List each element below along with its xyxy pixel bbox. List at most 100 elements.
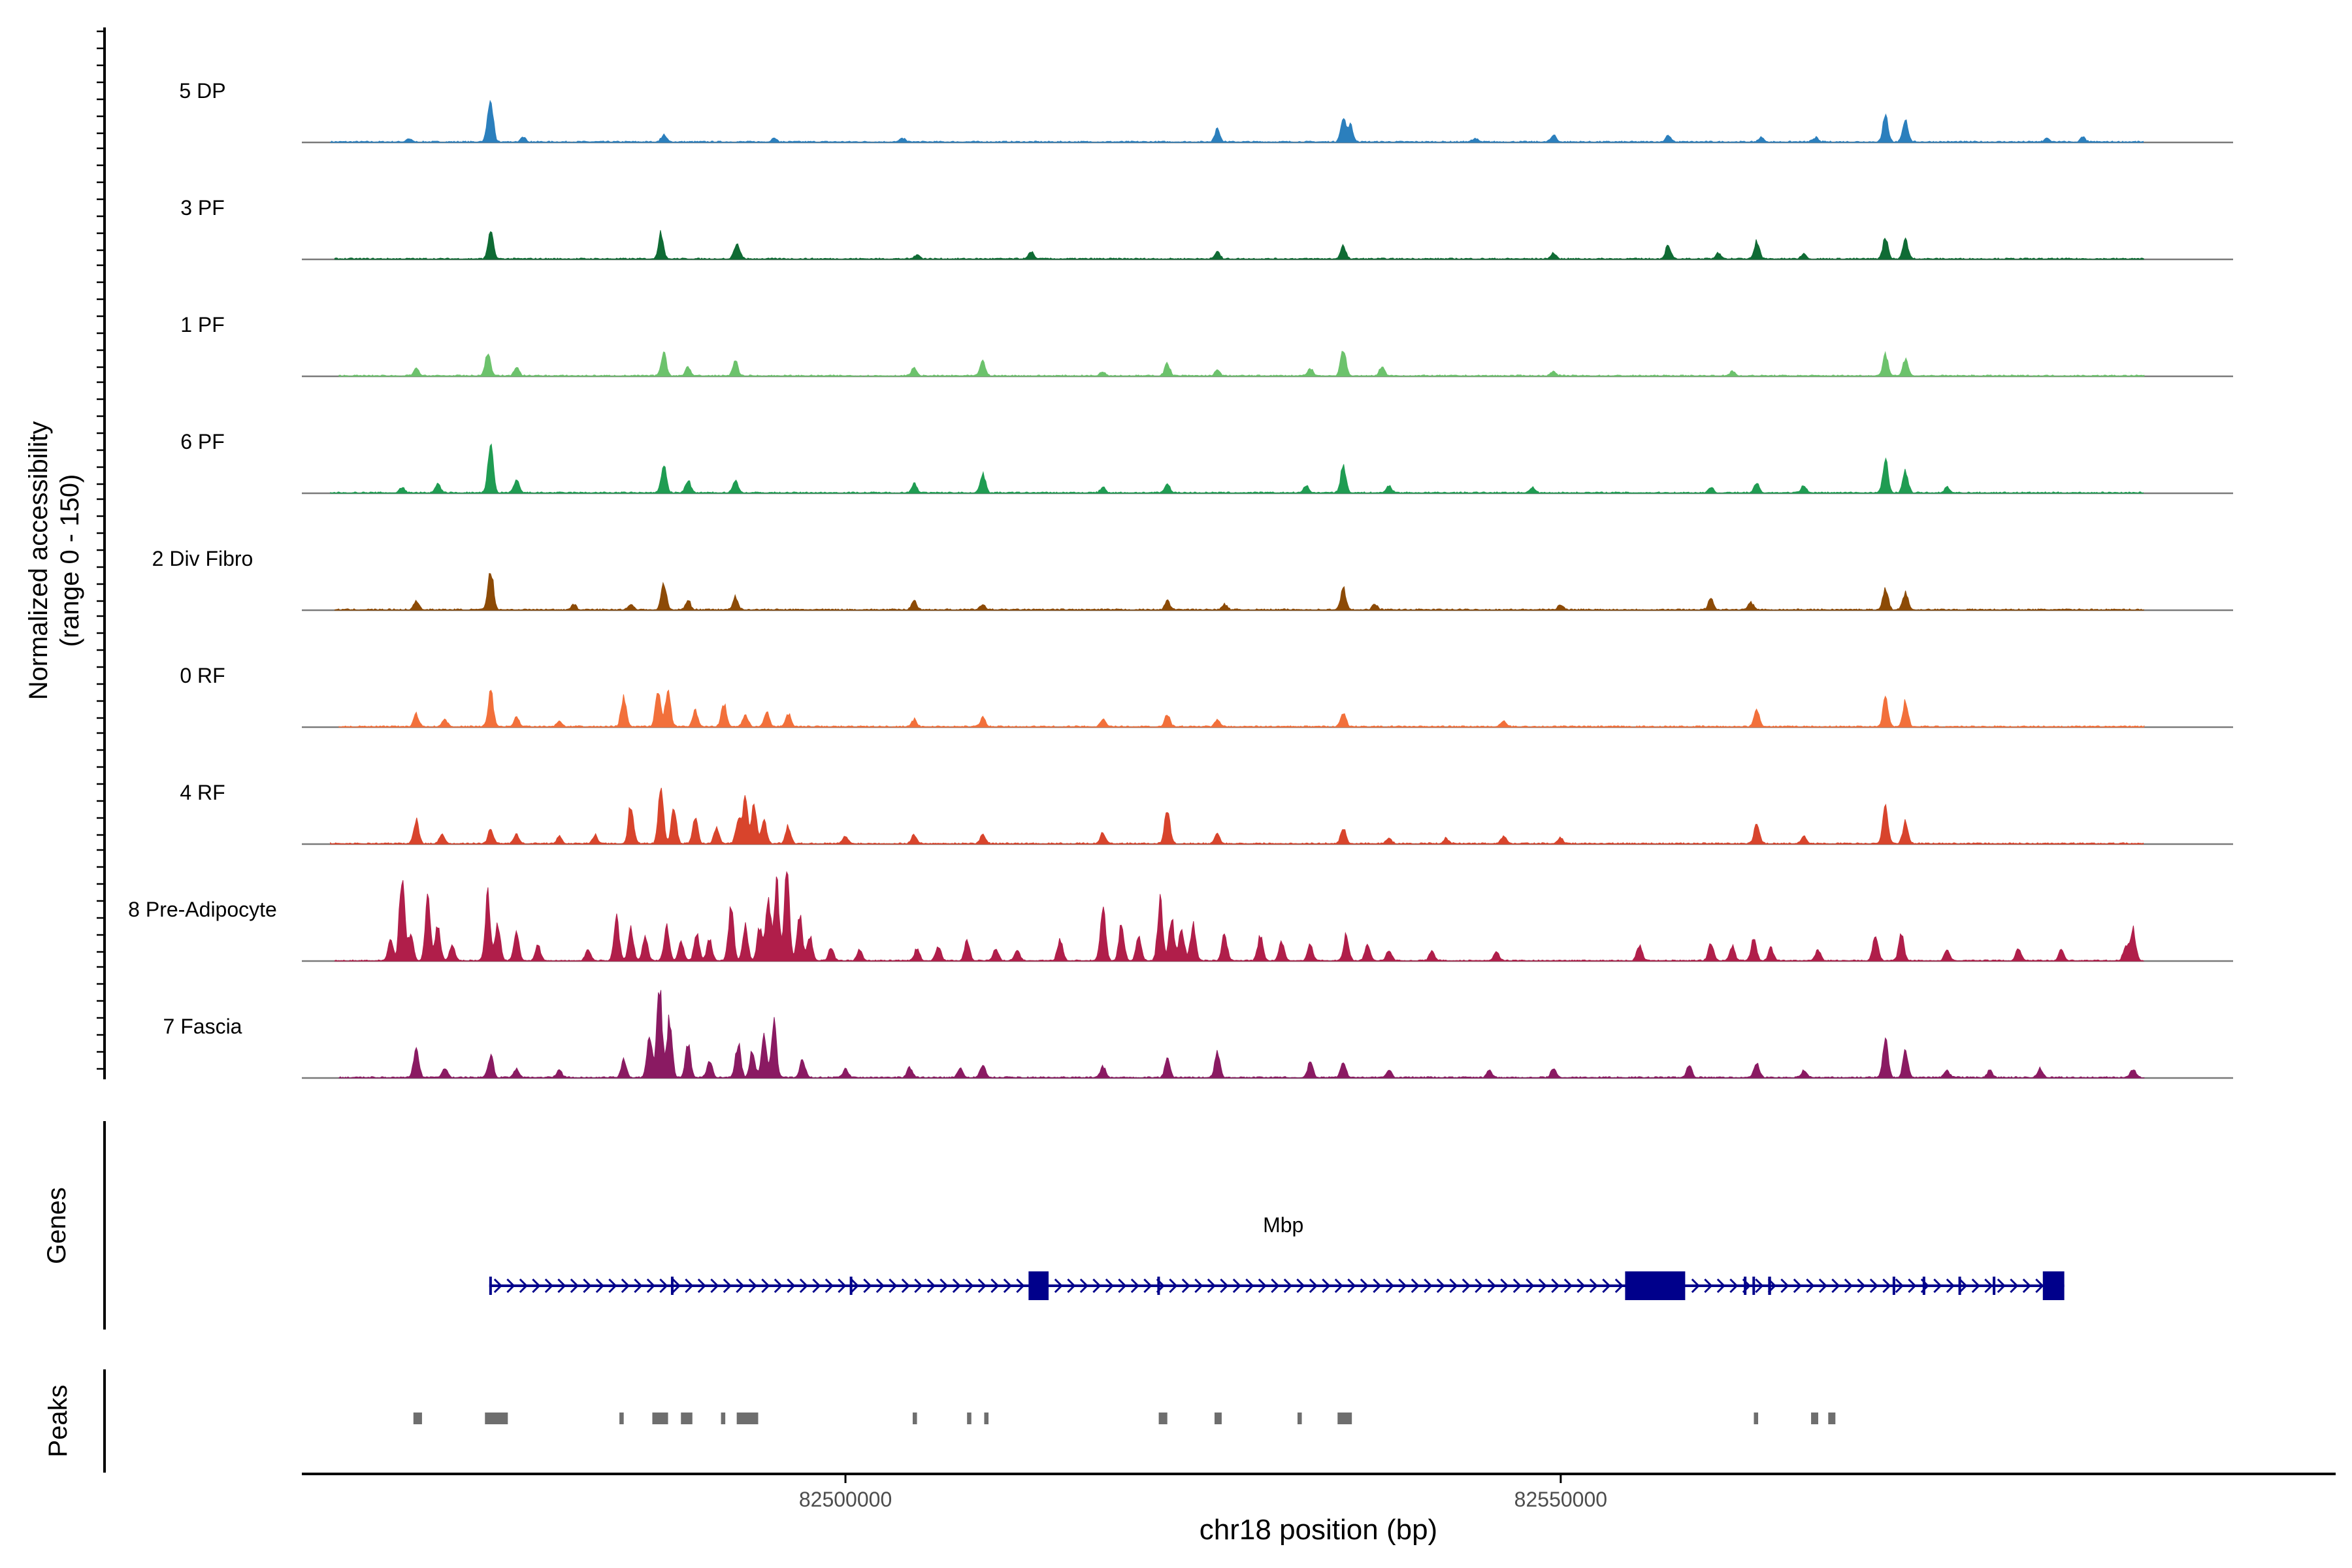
peak-region [485, 1413, 508, 1424]
strand-arrow [1806, 1278, 1815, 1294]
peak-region [912, 1413, 917, 1424]
track-label-5-dp: 5 DP [179, 79, 225, 103]
track-label-1-pf: 1 PF [180, 313, 225, 336]
peak-region [681, 1413, 693, 1424]
coverage-area-0-rf [338, 689, 2145, 728]
strand-arrow [2010, 1278, 2019, 1294]
strand-arrow [659, 1278, 668, 1294]
strand-arrow [1895, 1278, 1904, 1294]
strand-arrow [1271, 1278, 1280, 1294]
track-5-dp: 5 DP [179, 79, 2233, 144]
strand-arrow [646, 1278, 655, 1294]
strand-arrow [761, 1278, 770, 1294]
strand-arrow [1130, 1278, 1139, 1294]
strand-arrow [939, 1278, 949, 1294]
gene-exon [849, 1277, 853, 1295]
strand-arrow [1475, 1278, 1484, 1294]
strand-arrow [1538, 1278, 1547, 1294]
strand-arrow [1232, 1278, 1241, 1294]
strand-arrow [1882, 1278, 1891, 1294]
strand-arrow [1118, 1278, 1127, 1294]
strand-arrow [1589, 1278, 1598, 1294]
gene-exon [489, 1277, 492, 1295]
strand-arrow [1181, 1278, 1190, 1294]
track-4-rf: 4 RF [180, 781, 2233, 845]
strand-arrow [570, 1278, 579, 1294]
peak-region [413, 1413, 422, 1424]
strand-arrow [1245, 1278, 1254, 1294]
strand-arrow [825, 1278, 834, 1294]
strand-arrow [1258, 1278, 1267, 1294]
strand-arrow [1207, 1278, 1216, 1294]
strand-arrow [1793, 1278, 1802, 1294]
coverage-area-6-pf [330, 443, 2144, 494]
strand-arrow [1946, 1278, 1955, 1294]
gene-exon [1922, 1277, 1925, 1295]
strand-arrow [2035, 1278, 2044, 1294]
peak-region [1214, 1413, 1222, 1424]
coverage-area-4-rf [330, 787, 2144, 845]
gene-exon [1892, 1277, 1895, 1295]
strand-arrow [621, 1278, 630, 1294]
strand-arrow [1398, 1278, 1407, 1294]
track-label-4-rf: 4 RF [180, 781, 225, 804]
track-label-2-div-fibro: 2 Div Fibro [152, 547, 253, 570]
strand-arrow [901, 1278, 910, 1294]
strand-arrow [1309, 1278, 1318, 1294]
coverage-area-2-div-fibro [334, 573, 2144, 611]
gene-label-mbp: Mbp [1263, 1213, 1303, 1237]
track-8-pre-adipocyte: 8 Pre-Adipocyte [128, 871, 2233, 962]
strand-arrow [685, 1278, 694, 1294]
strand-arrow [787, 1278, 796, 1294]
strand-arrow [1831, 1278, 1840, 1294]
strand-arrow [1449, 1278, 1458, 1294]
y-axis-label: Normalized accessibility [24, 421, 53, 700]
strand-arrow [1487, 1278, 1496, 1294]
strand-arrow [2022, 1278, 2031, 1294]
peak-regions [413, 1413, 1836, 1424]
strand-arrow [1959, 1278, 1968, 1294]
peak-region [1158, 1413, 1168, 1424]
peak-region [1828, 1413, 1836, 1424]
strand-arrow [875, 1278, 885, 1294]
coverage-area-5-dp [329, 99, 2144, 143]
strand-arrow [1614, 1278, 1624, 1294]
strand-arrow [850, 1278, 859, 1294]
strand-arrow [544, 1278, 553, 1294]
strand-arrow [1360, 1278, 1369, 1294]
strand-arrow [723, 1278, 732, 1294]
strand-arrow [1347, 1278, 1356, 1294]
strand-arrow [1003, 1278, 1012, 1294]
strand-arrow [1818, 1278, 1827, 1294]
strand-arrow [774, 1278, 783, 1294]
strand-arrow [1933, 1278, 1942, 1294]
track-label-0-rf: 0 RF [180, 664, 225, 687]
strand-arrow [1143, 1278, 1152, 1294]
strand-arrow [889, 1278, 898, 1294]
track-1-pf: 1 PF [180, 313, 2233, 378]
gene-model-mbp [489, 1271, 2065, 1300]
strand-arrow [1576, 1278, 1586, 1294]
peak-region [619, 1413, 624, 1424]
strand-arrow [697, 1278, 706, 1294]
track-6-pf: 6 PF [180, 430, 2233, 495]
gene-exon [1625, 1271, 1686, 1300]
y-axis-label-range: (range 0 - 150) [56, 474, 84, 647]
strand-arrow [1067, 1278, 1076, 1294]
strand-arrow [1169, 1278, 1178, 1294]
gene-exon [1768, 1277, 1771, 1295]
peak-region [736, 1413, 759, 1424]
peak-region [984, 1413, 989, 1424]
strand-arrow [1563, 1278, 1573, 1294]
coverage-area-7-fascia [338, 990, 2145, 1079]
strand-arrow [634, 1278, 643, 1294]
strand-arrow [1105, 1278, 1114, 1294]
strand-arrow [1704, 1278, 1713, 1294]
strand-arrow [1971, 1278, 1980, 1294]
strand-arrow [1385, 1278, 1394, 1294]
strand-arrow [952, 1278, 961, 1294]
strand-arrow [557, 1278, 566, 1294]
strand-arrow [914, 1278, 923, 1294]
strand-arrow [1602, 1278, 1611, 1294]
gene-exon [1752, 1277, 1756, 1295]
